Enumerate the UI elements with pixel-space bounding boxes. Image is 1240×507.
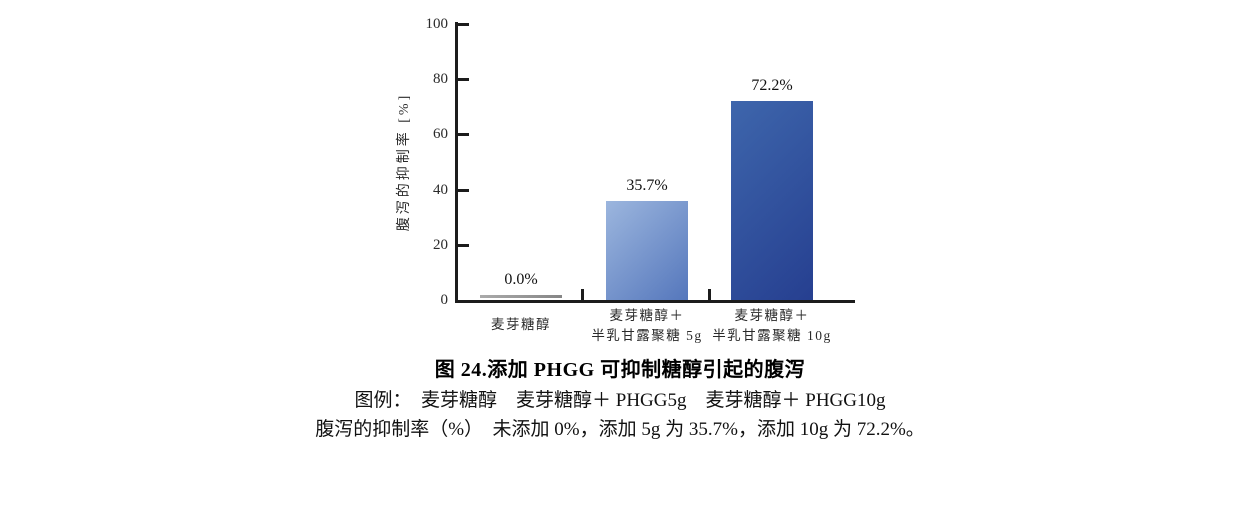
bar [480, 295, 562, 298]
category-label: 麦芽糖醇＋ 半乳甘露聚糖 10g [682, 306, 862, 346]
category-label: 麦芽糖醇＋ 半乳甘露聚糖 5g [557, 306, 737, 346]
y-tick-mark [458, 23, 469, 26]
category-label-line: 麦芽糖醇＋ [734, 308, 810, 323]
category-label-line: 麦芽糖醇＋ [609, 308, 685, 323]
y-tick-mark [458, 78, 469, 82]
y-tick-label: 40 [433, 181, 448, 198]
bar-value-label: 35.7% [626, 177, 668, 195]
y-tick-label: 20 [433, 236, 448, 253]
category-label-line: 半乳甘露聚糖 10g [712, 328, 832, 343]
bar-value-label: 0.0% [504, 271, 538, 288]
category-label: 麦芽糖醇 [431, 306, 611, 335]
y-tick-mark [458, 133, 469, 137]
bar [606, 201, 688, 300]
x-tick-mark [708, 289, 711, 300]
y-tick-label: 60 [433, 126, 448, 143]
y-axis-title: 腹泻的抑制率 [%] [397, 92, 412, 232]
category-label-line: 半乳甘露聚糖 5g [591, 328, 703, 343]
category-label-line: 麦芽糖醇 [491, 317, 551, 332]
figure-title: 图 24.添加 PHGG 可抑制糖醇引起的腹泻 [434, 359, 806, 381]
x-axis-line [455, 300, 855, 303]
x-tick-mark [581, 289, 584, 300]
y-tick-label: 0 [440, 292, 449, 308]
figure-caption: 图 24.添加 PHGG 可抑制糖醇引起的腹泻 图例： 麦芽糖醇 麦芽糖醇＋ P… [0, 355, 1240, 444]
y-axis-line [455, 22, 458, 303]
bar [731, 100, 813, 300]
y-tick-label: 80 [433, 71, 448, 88]
y-tick-label: 100 [425, 16, 449, 32]
figure-summary-line: 腹泻的抑制率（%） 未添加 0%，添加 5g 为 35.7%，添加 10g 为 … [315, 419, 925, 440]
figure-legend-line: 图例： 麦芽糖醇 麦芽糖醇＋ PHGG5g 麦芽糖醇＋ PHGG10g [354, 390, 886, 411]
bar-chart: 腹泻的抑制率 [%] 0 20 40 60 80 100 0.0% 35.7% 72.2% 麦… [397, 16, 862, 346]
bar-value-label: 72.2% [751, 76, 793, 94]
y-tick-mark [458, 243, 469, 247]
y-tick-mark [458, 188, 469, 192]
